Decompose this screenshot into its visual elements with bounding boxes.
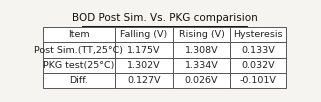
Text: Item: Item [68,30,90,39]
Bar [230,42,286,58]
Bar [230,73,286,88]
Bar [230,27,286,42]
Bar [173,58,230,73]
Text: Hysteresis: Hysteresis [234,30,283,39]
Bar [173,73,230,88]
Text: Falling (V): Falling (V) [120,30,168,39]
Bar [115,73,173,88]
Bar [115,27,173,42]
Bar [43,42,115,58]
Text: BOD Post Sim. Vs. PKG comparision: BOD Post Sim. Vs. PKG comparision [72,13,257,23]
Text: -0.101V: -0.101V [240,76,277,85]
Bar [115,58,173,73]
Text: 1.334V: 1.334V [185,61,218,70]
Bar [230,58,286,73]
Text: 1.175V: 1.175V [127,46,161,55]
Bar [115,42,173,58]
Bar [43,73,115,88]
Text: 1.308V: 1.308V [185,46,218,55]
Text: 0.133V: 0.133V [241,46,275,55]
Text: 0.026V: 0.026V [185,76,218,85]
Text: 0.127V: 0.127V [127,76,161,85]
Text: 1.302V: 1.302V [127,61,161,70]
Bar [43,27,115,42]
Bar [173,27,230,42]
Text: Rising (V): Rising (V) [178,30,224,39]
Text: Post Sim.(TT,25°C): Post Sim.(TT,25°C) [34,46,124,55]
Text: PKG test(25°C): PKG test(25°C) [43,61,115,70]
Bar [173,42,230,58]
Bar [43,58,115,73]
Text: Diff.: Diff. [70,76,88,85]
Text: 0.032V: 0.032V [241,61,275,70]
